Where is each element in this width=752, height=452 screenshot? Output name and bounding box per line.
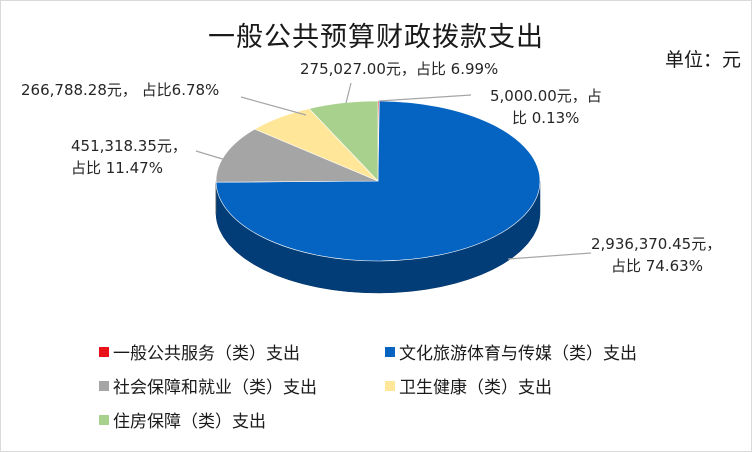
legend-label: 住房保障（类）支出 [113,412,266,432]
leader-line-2 [195,150,230,162]
legend-label: 文化旅游体育与传媒（类）支出 [399,344,637,364]
data-label-line1: 266,788.28元， 占比6.78% [21,81,220,99]
legend-item: 社会保障和就业（类）支出 [99,373,317,398]
legend-item: 住房保障（类）支出 [99,407,266,432]
pie-tops [215,100,541,262]
pie-slice-2 [215,128,379,183]
legend-item: 卫生健康（类）支出 [385,373,552,398]
chart-title: 一般公共预算财政拨款支出 [208,22,544,53]
data-label-line2: 比 0.13% [512,109,580,127]
data-label-line2: 占比 11.47% [71,159,163,177]
data-label-3: 266,788.28元， 占比6.78% [21,79,219,101]
legend-item: 文化旅游体育与传媒（类）支出 [385,339,637,364]
legend-swatch [99,346,109,357]
legend-label: 一般公共服务（类）支出 [113,344,300,364]
data-label-4: 275,027.00元，占比 6.99% [300,58,498,80]
leader-line-3 [240,96,307,116]
leader-lines [195,82,592,260]
data-label-line1: 451,318.35元， [71,137,187,155]
data-label-line1: 5,000.00元，占 [490,87,602,105]
legend-swatch [385,380,395,391]
leader-line-4 [345,82,352,104]
leader-line-1 [507,252,592,260]
legend-swatch [99,380,109,391]
data-label-2: 451,318.35元， 占比 11.47% [71,135,187,179]
data-label-1: 2,936,370.45元， 占比 74.63% [591,233,721,277]
data-label-line2: 占比 74.63% [611,257,703,275]
data-label-0: 5,000.00元，占比 0.13% [490,85,602,129]
data-label-line1: 2,936,370.45元， [591,235,722,253]
legend-label: 社会保障和就业（类）支出 [113,378,317,398]
unit-label: 单位：元 [664,49,741,71]
legend-label: 卫生健康（类）支出 [399,378,552,398]
data-label-line1: 275,027.00元，占比 6.99% [300,60,499,78]
legend-swatch [99,414,109,425]
legend-item: 一般公共服务（类）支出 [99,339,300,364]
leader-line-0 [378,94,472,102]
legend-swatch [385,346,395,357]
pie-slice-4 [308,100,379,182]
